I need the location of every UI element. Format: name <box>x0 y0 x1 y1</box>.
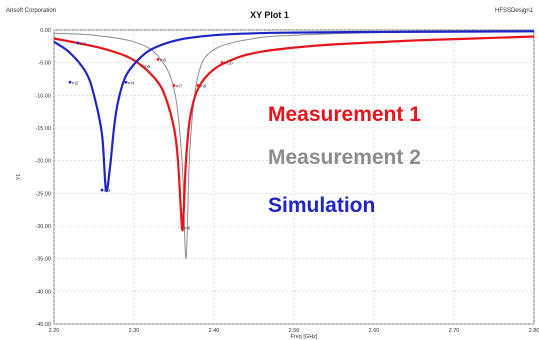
legend-measurement-1: Measurement 1 <box>268 103 421 126</box>
marker-dot <box>76 41 80 45</box>
marker-dot <box>156 58 160 61</box>
marker-dot <box>220 61 224 65</box>
marker-dot <box>140 64 144 68</box>
x-tick-label: 2.50 <box>289 328 300 334</box>
marker-label: m4 <box>128 80 135 85</box>
marker-label: m5 <box>144 64 151 69</box>
marker-label: m6 <box>160 57 167 62</box>
marker-dot <box>196 84 200 87</box>
y-tick-label: -40.00 <box>35 289 51 295</box>
marker-dot <box>100 188 104 192</box>
y-tick-label: -25.00 <box>35 191 51 197</box>
x-tick-label: 2.40 <box>209 328 220 334</box>
marker-label: m7 <box>176 84 183 89</box>
legend-simulation: Simulation <box>268 194 376 217</box>
x-tick-label: 2.80 <box>529 328 539 334</box>
y-tick-label: -35.00 <box>35 257 51 263</box>
x-tick-label: 2.70 <box>449 328 460 334</box>
y-tick-label: -45.00 <box>35 322 51 328</box>
marker-dot <box>172 84 176 87</box>
marker-dot <box>124 80 128 84</box>
y-tick-label: 0.00 <box>40 28 51 34</box>
marker-dot <box>68 80 72 84</box>
y-tick-label: -30.00 <box>35 224 51 230</box>
x-tick-label: 2.60 <box>369 328 380 334</box>
x-tick-label: 2.20 <box>49 328 60 334</box>
header-company: Ansoft Corporation <box>6 8 57 14</box>
x-axis-label: Freq [GHz] <box>291 334 318 340</box>
marker-label: m1 <box>80 41 87 46</box>
marker-label: m8 <box>184 225 191 230</box>
y-axis-label: Y1 <box>16 174 22 181</box>
series-line-3 <box>53 30 535 193</box>
marker-dot <box>180 225 184 229</box>
marker-label: m2 <box>72 80 79 85</box>
marker-label: m10 <box>224 61 233 66</box>
y-tick-label: -10.00 <box>35 93 51 99</box>
legend-measurement-2: Measurement 2 <box>268 146 421 169</box>
y-tick-label: -20.00 <box>35 159 51 165</box>
marker-label: m3 <box>104 188 111 193</box>
y-tick-label: -15.00 <box>35 126 51 132</box>
x-tick-label: 2.30 <box>129 328 140 334</box>
y-tick-label: -5.00 <box>38 61 51 67</box>
marker-label: m9 <box>200 84 207 89</box>
header-design-name: HFSSDesign1 <box>494 8 533 14</box>
chart-title: XY Plot 1 <box>250 10 289 20</box>
